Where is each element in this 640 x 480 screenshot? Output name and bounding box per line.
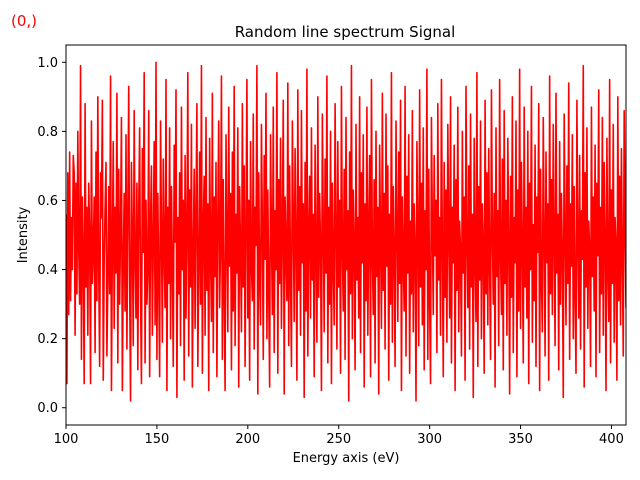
- x-tick-label: 250: [326, 432, 351, 447]
- x-tick-label: 400: [599, 432, 624, 447]
- x-tick-label: 350: [508, 432, 533, 447]
- y-tick-label: 0.2: [37, 332, 58, 347]
- x-axis-label: Energy axis (eV): [293, 451, 400, 466]
- y-axis: 0.0 0.2 0.4 0.6 0.8 1.0: [37, 56, 66, 416]
- series-line: [66, 61, 626, 402]
- y-tick-label: 0.6: [37, 194, 58, 209]
- y-tick-label: 0.8: [37, 125, 58, 140]
- x-tick-label: 100: [54, 432, 79, 447]
- y-tick-label: 1.0: [37, 56, 58, 71]
- plot-frame: [65, 44, 627, 426]
- x-tick-label: 300: [417, 432, 442, 447]
- x-tick-label: 200: [235, 432, 260, 447]
- chart-title: Random line spectrum Signal: [235, 23, 456, 41]
- corner-label: (0,): [11, 12, 38, 30]
- y-tick-label: 0.4: [37, 263, 58, 278]
- y-axis-label: Intensity: [16, 206, 31, 263]
- y-tick-label: 0.0: [37, 401, 58, 416]
- x-axis: 100 150 200 250 300 350 400: [54, 425, 624, 447]
- x-tick-label: 150: [144, 432, 169, 447]
